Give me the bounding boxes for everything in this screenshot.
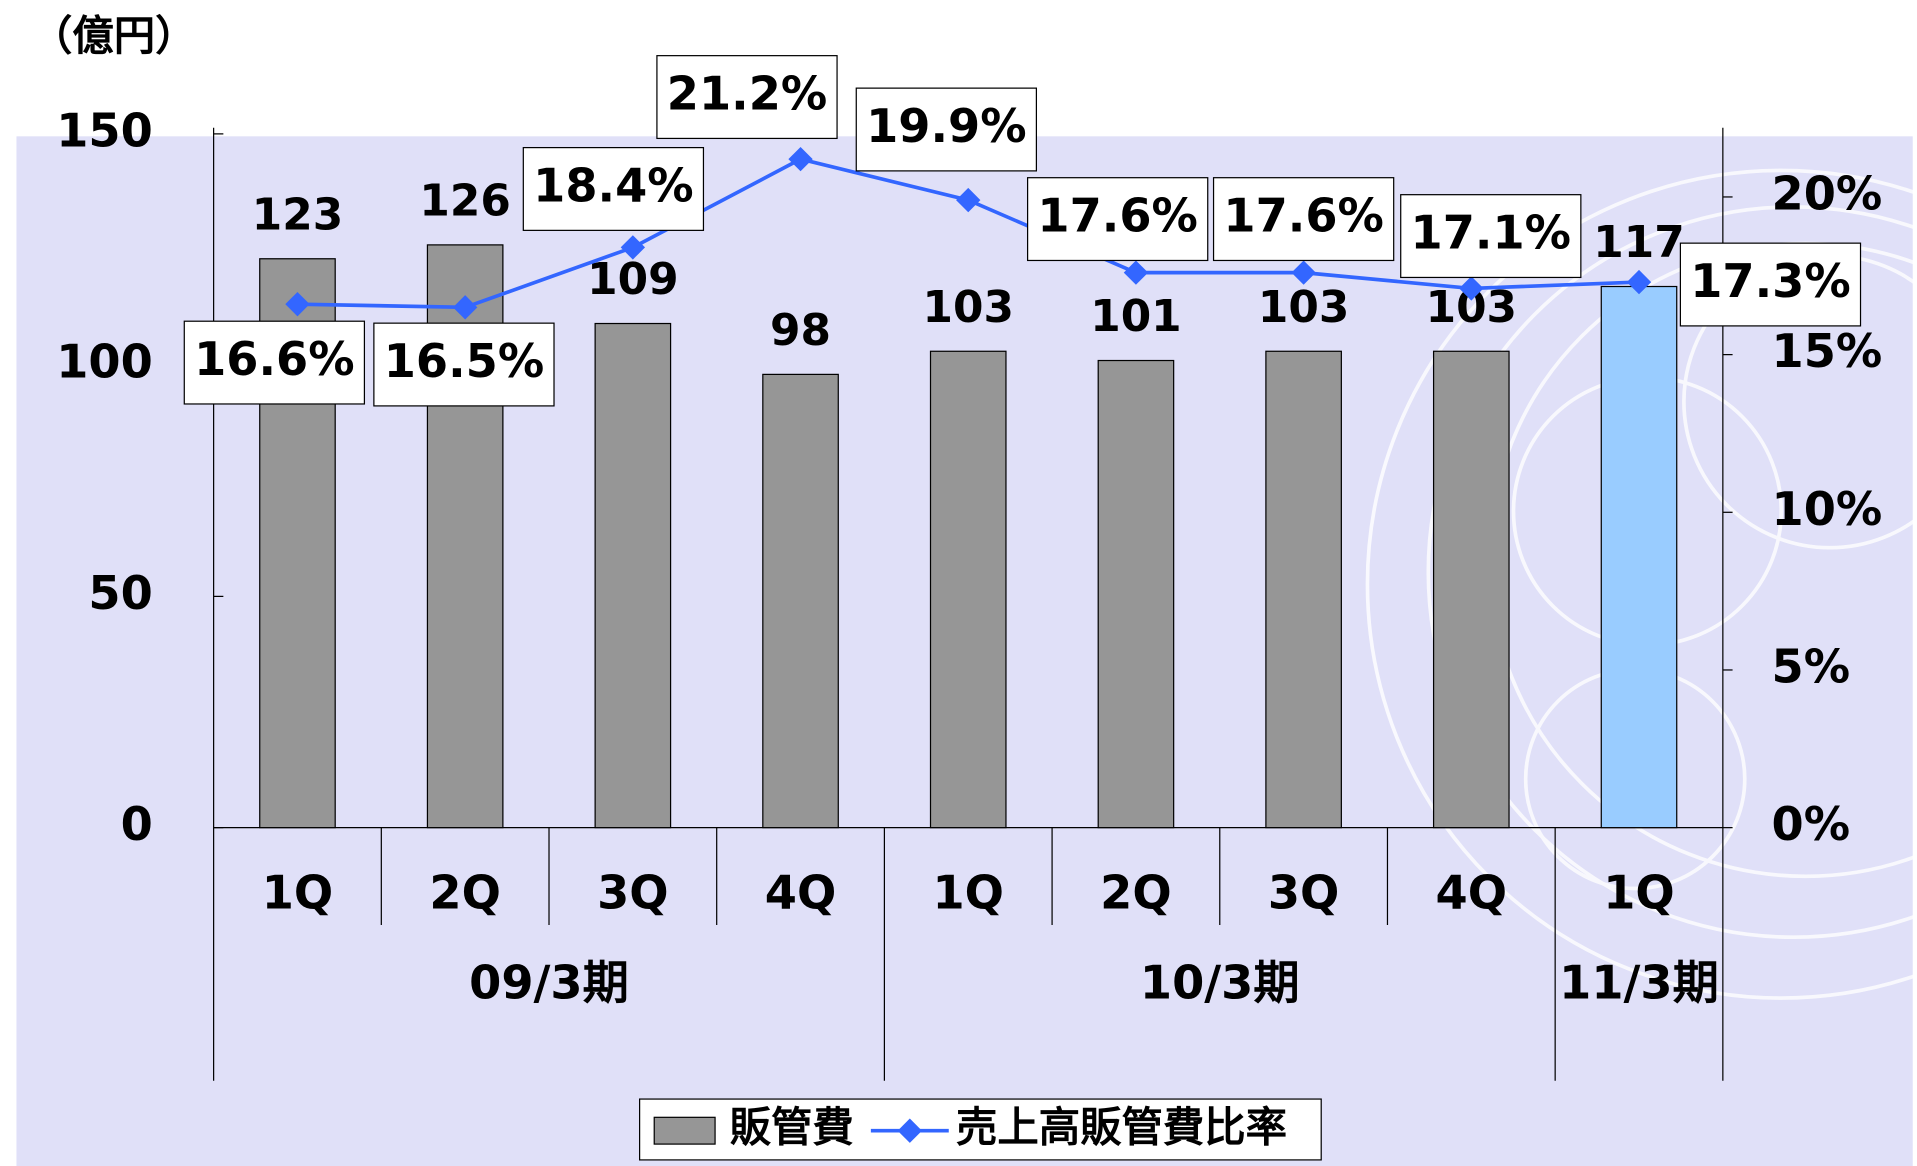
bar: [1601, 287, 1676, 828]
x-tick-label: 1Q: [262, 865, 334, 919]
x-tick-label: 3Q: [597, 865, 669, 919]
bar-value-label: 103: [923, 282, 1014, 333]
bar-value-label: 103: [1258, 282, 1349, 333]
line-value-label: 17.6%: [1037, 189, 1197, 243]
group-label: 10/3期: [1140, 955, 1300, 1009]
x-tick-label: 2Q: [429, 865, 501, 919]
bar-value-label: 126: [419, 176, 510, 227]
y2-tick-label: 15%: [1772, 324, 1883, 378]
x-tick-label: 4Q: [765, 865, 837, 919]
line-value-label: 17.1%: [1411, 206, 1571, 260]
x-tick-label: 4Q: [1436, 865, 1507, 919]
x-tick-label: 3Q: [1268, 865, 1339, 919]
line-value-label: 17.3%: [1690, 254, 1850, 308]
bar: [1266, 351, 1341, 827]
bar: [1434, 351, 1509, 827]
legend-label: 販管費: [730, 1104, 854, 1152]
bar-value-label: 117: [1593, 217, 1684, 268]
bar-value-label: 98: [770, 305, 831, 356]
legend-swatch: [654, 1117, 715, 1144]
legend-label: 売上高販管費比率: [956, 1104, 1287, 1152]
line-value-label: 21.2%: [667, 67, 827, 121]
bar: [1098, 361, 1173, 828]
bar-value-label: 109: [587, 254, 678, 305]
bar: [763, 374, 838, 827]
x-tick-label: 2Q: [1100, 865, 1172, 919]
group-label: 11/3期: [1559, 955, 1719, 1009]
x-tick-label: 1Q: [1603, 865, 1675, 919]
y2-tick-label: 20%: [1772, 166, 1883, 220]
bar: [931, 351, 1006, 827]
bar-value-label: 123: [252, 189, 343, 240]
y2-tick-label: 10%: [1772, 482, 1883, 536]
y-tick-label: 50: [88, 566, 152, 620]
y-tick-label: 100: [56, 335, 153, 389]
line-value-label: 16.6%: [194, 332, 354, 386]
chart: （億円） 0 50 100 150 0% 5% 10% 15% 20% 1Q 2Q 3Q 4Q 09/3期…: [0, 0, 1917, 1166]
y-tick-label: 150: [56, 103, 153, 157]
group-label: 09/3期: [469, 955, 629, 1009]
x-tick-label: 1Q: [932, 865, 1004, 919]
unit-label: （億円）: [31, 12, 197, 60]
line-value-label: 18.4%: [533, 158, 693, 212]
line-value-label: 17.6%: [1223, 189, 1383, 243]
line-value-label: 16.5%: [384, 334, 544, 388]
y2-tick-label: 5%: [1772, 639, 1851, 693]
bar: [595, 324, 670, 828]
y2-tick-label: 0%: [1772, 797, 1851, 851]
y-tick-label: 0: [121, 797, 153, 851]
bar-value-label: 101: [1090, 291, 1181, 342]
line-value-label: 19.9%: [866, 99, 1026, 153]
